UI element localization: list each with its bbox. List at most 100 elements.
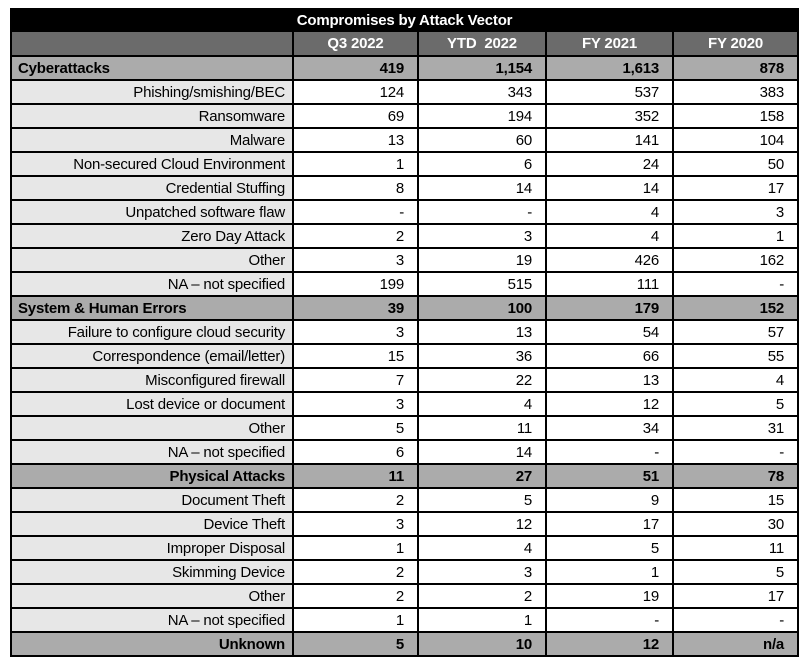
row-label: Other [10, 583, 294, 609]
cell-value: 5 [417, 487, 547, 513]
row-label: Skimming Device [10, 559, 294, 585]
row-label: Malware [10, 127, 294, 153]
cell-value: 8 [292, 175, 419, 201]
table-row: Device Theft 3 12 17 30 [10, 511, 799, 537]
cell-value: 5 [292, 631, 419, 656]
table-row: Zero Day Attack 2 3 4 1 [10, 223, 799, 249]
cell-value: - [671, 607, 799, 633]
cell-value: 13 [292, 127, 419, 153]
cell-value: 19 [545, 583, 674, 609]
cell-value: 5 [292, 415, 419, 441]
cell-value: 1 [292, 535, 419, 561]
table-row: NA – not specified 6 14- - [10, 439, 799, 465]
attack-vector-table: Compromises by Attack Vector Q3 2022 YTD… [9, 8, 799, 657]
cell-value: 4 [545, 199, 674, 225]
cell-value: 12 [545, 391, 674, 417]
column-header-q3-2022: Q3 2022 [292, 30, 419, 57]
cell-value: - [417, 199, 547, 225]
row-label: Correspondence (email/letter) [10, 343, 294, 369]
cell-value: - [545, 439, 674, 465]
cell-value: 24 [545, 151, 674, 177]
cell-value: 2 [292, 559, 419, 585]
row-label: Misconfigured firewall [10, 367, 294, 393]
table-row: NA – not specified 199 515 111- [10, 271, 799, 297]
cell-value: 39 [292, 295, 419, 321]
row-label: NA – not specified [10, 439, 294, 465]
cell-value: 158 [671, 103, 799, 129]
cell-value: 100 [417, 295, 547, 321]
cell-value: - [671, 439, 799, 465]
row-label: Physical Attacks [10, 463, 294, 489]
cell-value: 34 [545, 415, 674, 441]
cell-value: 14 [417, 439, 547, 465]
row-label: Lost device or document [10, 391, 294, 417]
column-header-row: Q3 2022 YTD 2022 FY 2021 FY 2020 [10, 30, 799, 57]
cell-value: 12 [545, 631, 674, 656]
section-row: Cyberattacks 419 1,154 1,613 878 [10, 55, 799, 81]
section-row: System & Human Errors 39 100 179 152 [10, 295, 799, 321]
table-head: Compromises by Attack Vector Q3 2022 YTD… [9, 8, 799, 57]
cell-value: 5 [545, 535, 674, 561]
cell-value: 878 [671, 55, 799, 81]
cell-value: 162 [671, 247, 799, 273]
cell-value: 14 [545, 175, 674, 201]
table-row: Failure to configure cloud security 3 13 54… [10, 319, 799, 345]
cell-value: 2 [292, 583, 419, 609]
cell-value: 199 [292, 271, 419, 297]
cell-value: 66 [545, 343, 674, 369]
cell-value: 15 [671, 487, 799, 513]
table-row: Other 5 11 34 31 [10, 415, 799, 441]
cell-value: 17 [671, 175, 799, 201]
cell-value: 2 [292, 487, 419, 513]
table-row: Document Theft 2 5 9 15 [10, 487, 799, 513]
cell-value: 36 [417, 343, 547, 369]
row-label: NA – not specified [10, 271, 294, 297]
table-row: Skimming Device 2 3 1 5 [10, 559, 799, 585]
row-label: Device Theft [10, 511, 294, 537]
cell-value: 19 [417, 247, 547, 273]
cell-value: 7 [292, 367, 419, 393]
cell-value: 57 [671, 319, 799, 345]
cell-value: 3 [292, 511, 419, 537]
row-label: System & Human Errors [10, 295, 294, 321]
cell-value: 22 [417, 367, 547, 393]
cell-value: 3 [417, 223, 547, 249]
cell-value: 152 [671, 295, 799, 321]
cell-value: 1,154 [417, 55, 547, 81]
table-row: Non-secured Cloud Environment 1 6 24 50 [10, 151, 799, 177]
cell-value: 10 [417, 631, 547, 656]
cell-value: 1 [545, 559, 674, 585]
cell-value: 3 [292, 247, 419, 273]
cell-value: 4 [671, 367, 799, 393]
cell-value: 1 [292, 607, 419, 633]
cell-value: - [545, 607, 674, 633]
table-row: Malware 13 60 141 104 [10, 127, 799, 153]
cell-value: 4 [417, 535, 547, 561]
row-label: Other [10, 415, 294, 441]
cell-value: 194 [417, 103, 547, 129]
cell-value: 1 [671, 223, 799, 249]
cell-value: 4 [417, 391, 547, 417]
cell-value: 15 [292, 343, 419, 369]
cell-value: 6 [292, 439, 419, 465]
cell-value: 515 [417, 271, 547, 297]
cell-value: 13 [545, 367, 674, 393]
cell-value: 60 [417, 127, 547, 153]
row-label: Phishing/smishing/BEC [10, 79, 294, 105]
cell-value: 426 [545, 247, 674, 273]
table-row: Lost device or document 3 4 12 5 [10, 391, 799, 417]
cell-value: 13 [417, 319, 547, 345]
row-label: Unknown [10, 631, 294, 656]
table-row: NA – not specified 1 1- - [10, 607, 799, 633]
cell-value: 1 [292, 151, 419, 177]
table-row: Improper Disposal 1 4 5 11 [10, 535, 799, 561]
cell-value: 2 [292, 223, 419, 249]
row-label: NA – not specified [10, 607, 294, 633]
cell-value: 6 [417, 151, 547, 177]
cell-value: 50 [671, 151, 799, 177]
row-label: Ransomware [10, 103, 294, 129]
cell-value: 5 [671, 391, 799, 417]
cell-value: 419 [292, 55, 419, 81]
table-row: Credential Stuffing 8 14 14 17 [10, 175, 799, 201]
